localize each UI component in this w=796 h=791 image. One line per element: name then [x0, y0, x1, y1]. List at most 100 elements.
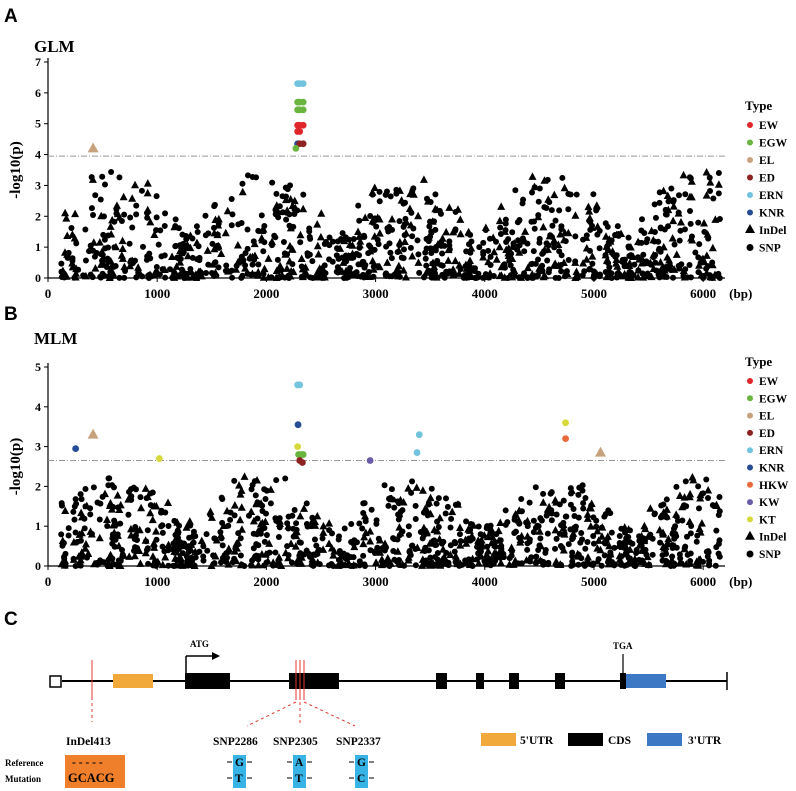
- snp-marker: [594, 205, 601, 212]
- snp-marker: [371, 246, 378, 253]
- snp-marker: [58, 531, 65, 538]
- snp-marker: [516, 217, 523, 224]
- snp-marker: [432, 247, 439, 254]
- snp-marker: [249, 261, 256, 268]
- snp-marker: [383, 188, 390, 195]
- snp-marker: [282, 475, 289, 482]
- indel-marker: [172, 262, 181, 270]
- snp-marker: [110, 503, 117, 510]
- indel-marker: [479, 253, 488, 261]
- snp-marker: [646, 561, 653, 568]
- snp-marker: [376, 198, 383, 205]
- snp-marker: [261, 524, 268, 531]
- snp-marker: [162, 509, 169, 516]
- snp-marker: [567, 191, 574, 198]
- significant-snp-HKW: [562, 435, 569, 443]
- snp-marker: [604, 223, 611, 230]
- snp-marker: [387, 249, 394, 256]
- panel-label-b: B: [4, 304, 18, 325]
- indel-marker: [490, 247, 499, 256]
- legend-swatch-ERN: [747, 192, 753, 198]
- indel-marker: [325, 539, 334, 547]
- snp-marker: [101, 236, 108, 243]
- snp-marker: [412, 516, 419, 523]
- indel-marker: [238, 187, 247, 196]
- snp-marker: [710, 195, 717, 202]
- snp-marker: [237, 535, 244, 542]
- snp-marker: [77, 537, 84, 544]
- significant-snp-EGW: [292, 145, 300, 152]
- snp-marker: [442, 510, 449, 517]
- x-tick-label: 4000: [472, 286, 498, 301]
- indel-marker: [426, 493, 435, 502]
- snp-marker: [313, 542, 320, 549]
- snp-marker: [351, 562, 358, 569]
- snp-marker: [272, 549, 279, 556]
- indel-marker: [394, 246, 403, 254]
- indel-marker: [366, 537, 375, 545]
- snp-marker: [444, 503, 451, 510]
- snp-marker: [259, 502, 266, 509]
- snp-marker: [683, 533, 690, 540]
- snp-marker: [672, 523, 679, 530]
- snp-marker: [492, 238, 499, 245]
- indel-marker: [588, 252, 597, 260]
- snp-marker: [239, 272, 246, 279]
- indel-marker: [585, 207, 594, 215]
- snp-marker: [641, 229, 648, 236]
- y-tick-label: 3: [35, 440, 41, 454]
- snp-marker: [410, 185, 417, 192]
- legend-title: Type: [745, 354, 772, 369]
- snp-marker: [78, 496, 85, 503]
- x-tick-label: 0: [45, 574, 52, 589]
- snp-marker: [575, 561, 582, 568]
- indel-marker: [375, 535, 384, 544]
- indel-marker: [313, 511, 322, 520]
- snp-marker: [560, 519, 567, 526]
- x-tick-label: 2000: [253, 574, 279, 589]
- indel-marker: [141, 536, 150, 544]
- indel-marker: [287, 539, 296, 547]
- snp-marker: [159, 543, 166, 550]
- significant-snp-ED: [299, 140, 307, 148]
- snp-marker: [409, 478, 416, 485]
- snp-marker: [274, 256, 281, 263]
- snp-marker: [705, 235, 712, 242]
- indel-marker: [462, 539, 471, 547]
- snp-marker: [524, 240, 531, 247]
- legend-swatch-KW: [747, 499, 753, 506]
- significant-indel-EL: [87, 428, 99, 439]
- indel-marker: [605, 541, 614, 550]
- snp-marker: [125, 511, 132, 518]
- snp-marker: [638, 216, 645, 223]
- indel-marker: [71, 209, 80, 218]
- indel-marker: [118, 254, 127, 262]
- indel-marker: [704, 485, 713, 494]
- indel-marker: [325, 519, 334, 527]
- indel-marker: [604, 559, 613, 568]
- snp-marker: [100, 231, 107, 238]
- snp-marker: [239, 180, 246, 187]
- snp-marker: [502, 216, 509, 223]
- snp-marker: [673, 533, 680, 540]
- snp-marker: [139, 243, 146, 250]
- indel-marker: [412, 483, 421, 491]
- indel-marker: [687, 192, 696, 201]
- snp-marker: [671, 560, 678, 567]
- snp-marker: [482, 226, 489, 233]
- indel-marker: [672, 510, 681, 518]
- indel-marker: [394, 261, 403, 270]
- indel-marker: [152, 527, 161, 535]
- indel-marker: [617, 271, 626, 280]
- indel-marker: [509, 560, 518, 568]
- indel-marker: [426, 509, 435, 518]
- snp-marker: [204, 547, 211, 554]
- indel-marker: [314, 249, 323, 258]
- snp-marker: [663, 273, 670, 280]
- snp-marker: [394, 536, 401, 543]
- snp-marker: [502, 227, 509, 234]
- snp-marker: [543, 204, 550, 211]
- snp-marker: [254, 515, 261, 522]
- indel-marker: [521, 227, 530, 235]
- indel-marker: [213, 230, 222, 239]
